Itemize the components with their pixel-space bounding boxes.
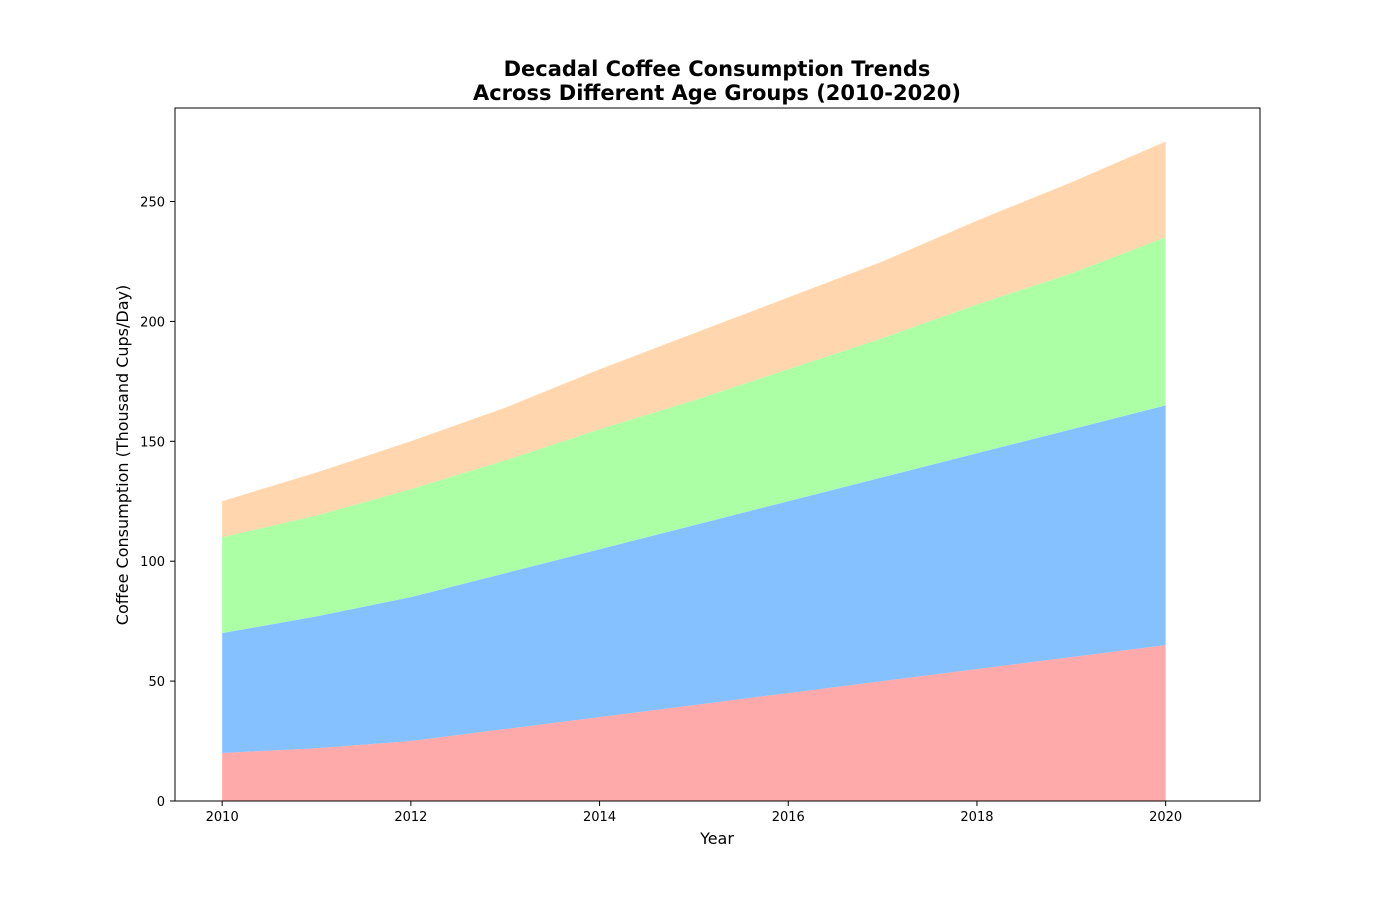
area-series-3 xyxy=(222,237,1166,634)
area-series-1 xyxy=(222,645,1166,801)
chart-title-line-1: Decadal Coffee Consumption Trends xyxy=(504,57,931,81)
x-tick-label: 2014 xyxy=(583,810,616,825)
y-tick-label: 200 xyxy=(140,315,165,330)
y-tick-label: 150 xyxy=(140,435,165,450)
x-axis-ticks: 2010 2012 2014 2016 2018 2020 xyxy=(206,801,1182,825)
area-series-group xyxy=(222,141,1166,801)
plot-frame xyxy=(174,107,1261,802)
x-tick-label: 2016 xyxy=(772,810,805,825)
x-tick-label: 2010 xyxy=(206,810,239,825)
area-series-2 xyxy=(222,405,1166,754)
chart-title-line-2: Across Different Age Groups (2010-2020) xyxy=(473,81,961,105)
x-tick-label: 2020 xyxy=(1149,810,1182,825)
y-tick-label: 0 xyxy=(157,795,165,810)
x-axis-label: Year xyxy=(699,829,734,848)
y-tick-label: 100 xyxy=(140,555,165,570)
y-tick-label: 50 xyxy=(148,675,165,690)
y-tick-label: 250 xyxy=(140,196,165,211)
x-tick-label: 2012 xyxy=(394,810,427,825)
area-series-4 xyxy=(222,141,1166,538)
x-tick-label: 2018 xyxy=(960,810,993,825)
y-axis-label: Coffee Consumption (Thousand Cups/Day) xyxy=(113,285,132,625)
y-axis-ticks: 0 50 100 150 200 250 xyxy=(140,196,175,810)
